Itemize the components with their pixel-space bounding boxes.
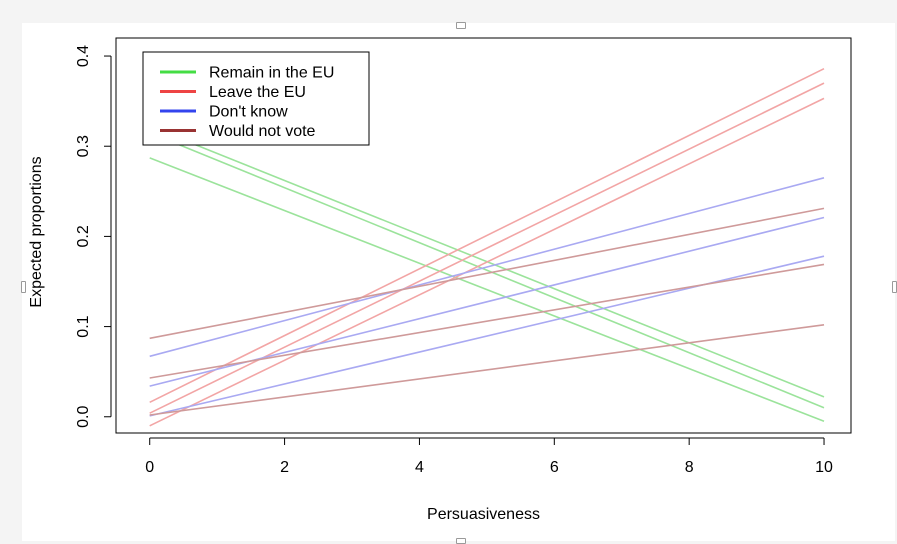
series-line-would-not-vote-2 <box>149 263 825 379</box>
legend-label-don-t-know: Don't know <box>209 104 288 121</box>
y-axis-title: Expected proportions <box>28 156 45 307</box>
x-tick-label: 4 <box>415 459 424 476</box>
legend-label-would-not-vote: Would not vote <box>209 123 316 140</box>
legend: Remain in the EU Leave the EU Don't know Wo… <box>142 51 370 146</box>
x-tick-label: 8 <box>685 459 694 476</box>
series-line-would-not-vote-3 <box>149 324 825 416</box>
plot-border <box>115 37 852 434</box>
y-tick-label: 0.0 <box>75 406 92 428</box>
series-line-leave-the-eu-3 <box>149 67 825 404</box>
series-line-don-t-know-1 <box>149 177 825 358</box>
x-axis: 0 2 4 6 8 10 <box>145 437 833 476</box>
series-line-remain-in-the-eu-1 <box>149 131 825 409</box>
legend-label-leave-the-eu: Leave the EU <box>209 84 306 101</box>
y-tick-label: 0.3 <box>75 135 92 157</box>
y-tick-label: 0.4 <box>75 45 92 67</box>
series-line-don-t-know-3 <box>149 255 825 417</box>
x-tick-label: 6 <box>550 459 559 476</box>
series-layer <box>149 67 825 427</box>
x-axis-title: Persuasiveness <box>427 506 540 523</box>
top-resize-handle[interactable] <box>456 22 466 29</box>
series-line-would-not-vote-1 <box>149 207 825 340</box>
x-tick-label: 10 <box>815 459 833 476</box>
y-tick-label: 0.1 <box>75 315 92 337</box>
y-tick-label: 0.2 <box>75 225 92 247</box>
x-tick-label: 0 <box>145 459 154 476</box>
series-line-leave-the-eu-1 <box>149 97 825 427</box>
series-line-don-t-know-2 <box>149 216 825 387</box>
left-resize-handle[interactable] <box>21 281 26 293</box>
x-tick-label: 2 <box>280 459 289 476</box>
series-line-remain-in-the-eu-3 <box>149 157 825 423</box>
legend-label-remain-in-the-eu: Remain in the EU <box>209 65 334 82</box>
y-axis: 0.0 0.1 0.2 0.3 0.4 <box>75 45 112 428</box>
